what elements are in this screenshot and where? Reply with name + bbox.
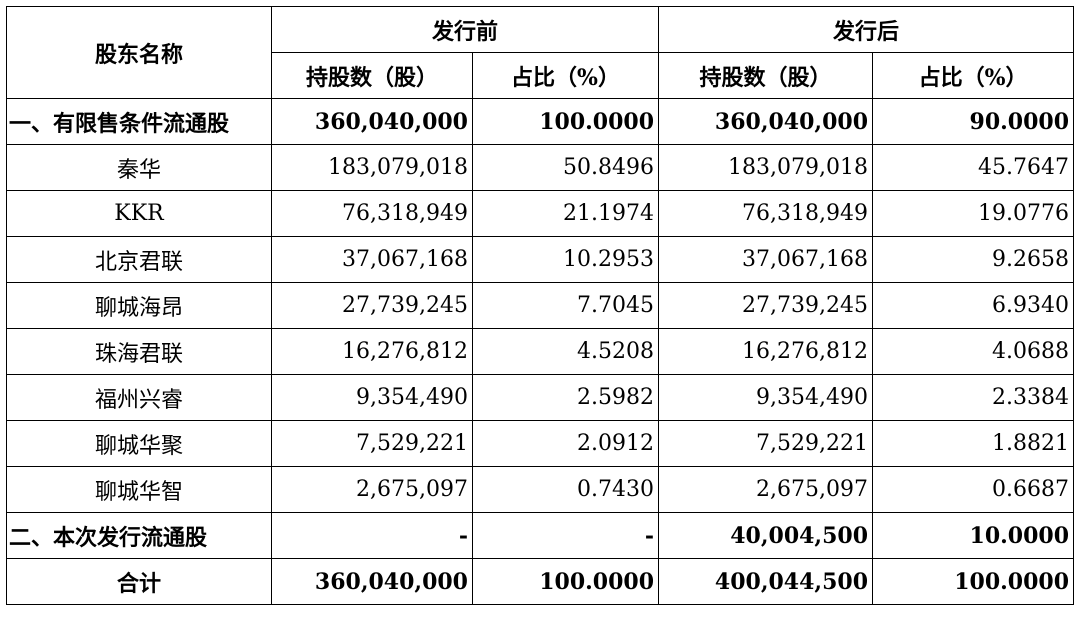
after-shares-cell: 183,079,018 bbox=[658, 144, 874, 191]
before-ratio-cell: - bbox=[471, 512, 660, 559]
before-shares-cell: - bbox=[271, 512, 473, 559]
header-after-ratio: 占比（%） bbox=[872, 52, 1075, 99]
table-row: 珠海君联 16,276,812 4.5208 16,276,812 4.0688 bbox=[6, 328, 1075, 375]
shareholder-name-cell: 一、有限售条件流通股 bbox=[6, 98, 272, 145]
after-ratio-cell: 2.3384 bbox=[872, 374, 1075, 421]
after-ratio-cell: 90.0000 bbox=[872, 98, 1075, 145]
after-ratio-cell: 19.0776 bbox=[872, 190, 1075, 237]
shareholder-name-cell: 聊城华智 bbox=[6, 466, 272, 513]
before-shares-cell: 183,079,018 bbox=[271, 144, 473, 191]
before-shares-cell: 37,067,168 bbox=[271, 236, 473, 283]
before-shares-cell: 360,040,000 bbox=[271, 558, 473, 605]
after-shares-cell: 2,675,097 bbox=[658, 466, 874, 513]
table-row: 合计 360,040,000 100.0000 400,044,500 100.0000 bbox=[6, 558, 1075, 605]
before-ratio-cell: 21.1974 bbox=[471, 190, 660, 237]
before-ratio-cell: 0.7430 bbox=[471, 466, 660, 513]
before-shares-cell: 16,276,812 bbox=[271, 328, 473, 375]
header-after-issue: 发行后 bbox=[658, 6, 1075, 53]
after-shares-cell: 16,276,812 bbox=[658, 328, 874, 375]
before-shares-cell: 27,739,245 bbox=[271, 282, 473, 329]
after-ratio-cell: 100.0000 bbox=[872, 558, 1075, 605]
after-shares-cell: 400,044,500 bbox=[658, 558, 874, 605]
before-ratio-cell: 100.0000 bbox=[471, 558, 660, 605]
after-shares-cell: 7,529,221 bbox=[658, 420, 874, 467]
after-ratio-cell: 6.9340 bbox=[872, 282, 1075, 329]
after-ratio-cell: 45.7647 bbox=[872, 144, 1075, 191]
after-shares-cell: 360,040,000 bbox=[658, 98, 874, 145]
after-ratio-cell: 1.8821 bbox=[872, 420, 1075, 467]
table-row: 福州兴睿 9,354,490 2.5982 9,354,490 2.3384 bbox=[6, 374, 1075, 421]
before-ratio-cell: 50.8496 bbox=[471, 144, 660, 191]
after-shares-cell: 27,739,245 bbox=[658, 282, 874, 329]
header-before-ratio: 占比（%） bbox=[471, 52, 660, 99]
table-row: 聊城华智 2,675,097 0.7430 2,675,097 0.6687 bbox=[6, 466, 1075, 513]
shareholder-name-cell: 聊城华聚 bbox=[6, 420, 272, 467]
before-shares-cell: 360,040,000 bbox=[271, 98, 473, 145]
shareholding-table: 股东名称 发行前 发行后 持股数（股） 占比（%） 持股数（股） 占比（%） 一… bbox=[6, 6, 1075, 605]
shareholder-name-cell: 珠海君联 bbox=[6, 328, 272, 375]
table-row: 秦华 183,079,018 50.8496 183,079,018 45.7647 bbox=[6, 144, 1075, 191]
after-ratio-cell: 0.6687 bbox=[872, 466, 1075, 513]
shareholding-table-container: 股东名称 发行前 发行后 持股数（股） 占比（%） 持股数（股） 占比（%） 一… bbox=[6, 6, 1075, 605]
header-row-top: 股东名称 发行前 发行后 bbox=[6, 6, 1075, 99]
after-ratio-cell: 9.2658 bbox=[872, 236, 1075, 283]
before-ratio-cell: 2.5982 bbox=[471, 374, 660, 421]
after-shares-cell: 37,067,168 bbox=[658, 236, 874, 283]
before-shares-cell: 9,354,490 bbox=[271, 374, 473, 421]
table-row: 北京君联 37,067,168 10.2953 37,067,168 9.2658 bbox=[6, 236, 1075, 283]
shareholder-name-cell: 秦华 bbox=[6, 144, 272, 191]
before-ratio-cell: 4.5208 bbox=[471, 328, 660, 375]
before-shares-cell: 2,675,097 bbox=[271, 466, 473, 513]
shareholder-name-cell: 二、本次发行流通股 bbox=[6, 512, 272, 559]
shareholder-name-cell: KKR bbox=[6, 190, 272, 237]
table-row: 聊城华聚 7,529,221 2.0912 7,529,221 1.8821 bbox=[6, 420, 1075, 467]
before-ratio-cell: 7.7045 bbox=[471, 282, 660, 329]
before-shares-cell: 7,529,221 bbox=[271, 420, 473, 467]
table-row: KKR 76,318,949 21.1974 76,318,949 19.0776 bbox=[6, 190, 1075, 237]
header-after-shares: 持股数（股） bbox=[658, 52, 874, 99]
header-before-shares: 持股数（股） bbox=[271, 52, 473, 99]
shareholder-name-cell: 聊城海昂 bbox=[6, 282, 272, 329]
header-shareholder-name: 股东名称 bbox=[6, 6, 272, 99]
shareholder-name-cell: 福州兴睿 bbox=[6, 374, 272, 421]
after-shares-cell: 9,354,490 bbox=[658, 374, 874, 421]
before-shares-cell: 76,318,949 bbox=[271, 190, 473, 237]
table-row: 一、有限售条件流通股 360,040,000 100.0000 360,040,000… bbox=[6, 98, 1075, 145]
table-row: 聊城海昂 27,739,245 7.7045 27,739,245 6.9340 bbox=[6, 282, 1075, 329]
after-ratio-cell: 4.0688 bbox=[872, 328, 1075, 375]
header-before-issue: 发行前 bbox=[270, 6, 660, 53]
before-ratio-cell: 100.0000 bbox=[471, 98, 660, 145]
before-ratio-cell: 2.0912 bbox=[471, 420, 660, 467]
shareholder-name-cell: 合计 bbox=[6, 558, 272, 605]
after-ratio-cell: 10.0000 bbox=[872, 512, 1075, 559]
table-body: 一、有限售条件流通股 360,040,000 100.0000 360,040,000… bbox=[6, 98, 1075, 605]
table-row: 二、本次发行流通股 - -40,004,500 10.0000 bbox=[6, 512, 1075, 559]
after-shares-cell: 76,318,949 bbox=[658, 190, 874, 237]
after-shares-cell: 40,004,500 bbox=[658, 512, 874, 559]
before-ratio-cell: 10.2953 bbox=[471, 236, 660, 283]
shareholder-name-cell: 北京君联 bbox=[6, 236, 272, 283]
